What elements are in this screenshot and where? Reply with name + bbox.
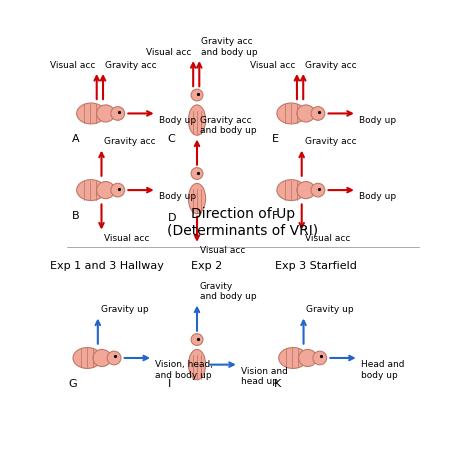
Text: Direction of Up
(Determinants of VRI): Direction of Up (Determinants of VRI)	[167, 207, 319, 237]
Ellipse shape	[77, 180, 105, 201]
Ellipse shape	[93, 349, 111, 366]
Text: G: G	[68, 379, 77, 389]
Ellipse shape	[97, 182, 115, 199]
Text: Gravity acc
and body up: Gravity acc and body up	[200, 116, 256, 135]
Ellipse shape	[279, 347, 307, 368]
Text: Gravity up: Gravity up	[101, 305, 148, 314]
Ellipse shape	[191, 334, 203, 346]
Text: Head and
body up: Head and body up	[361, 360, 404, 380]
Text: Gravity
and body up: Gravity and body up	[200, 282, 256, 301]
Ellipse shape	[188, 349, 206, 380]
Ellipse shape	[111, 183, 125, 197]
Text: Exp 2: Exp 2	[191, 261, 222, 271]
Text: Body up: Body up	[359, 192, 396, 201]
Text: Visual acc: Visual acc	[305, 234, 350, 243]
Ellipse shape	[107, 351, 121, 365]
Text: B: B	[72, 211, 80, 221]
Text: Exp 3 Starfield: Exp 3 Starfield	[275, 261, 357, 271]
Text: Visual acc: Visual acc	[49, 61, 95, 70]
Text: Gravity acc: Gravity acc	[305, 61, 357, 70]
Text: I: I	[167, 379, 171, 389]
Text: Gravity acc: Gravity acc	[105, 61, 156, 70]
Text: K: K	[274, 379, 281, 389]
Ellipse shape	[297, 105, 315, 122]
Text: Visual acc: Visual acc	[250, 61, 295, 70]
Text: Visual acc: Visual acc	[104, 234, 150, 243]
Text: Body up: Body up	[159, 116, 196, 125]
Ellipse shape	[191, 89, 203, 101]
Ellipse shape	[191, 168, 203, 179]
Ellipse shape	[277, 180, 306, 201]
Ellipse shape	[277, 103, 306, 124]
Text: D: D	[167, 213, 176, 223]
Ellipse shape	[188, 183, 206, 214]
Text: Gravity acc: Gravity acc	[305, 137, 356, 146]
Text: Visual acc: Visual acc	[146, 48, 191, 57]
Text: Body up: Body up	[359, 116, 396, 125]
Text: Gravity up: Gravity up	[307, 305, 354, 314]
Ellipse shape	[188, 105, 206, 135]
Ellipse shape	[97, 105, 115, 122]
Text: Exp 1 and 3 Hallway: Exp 1 and 3 Hallway	[50, 261, 164, 271]
Text: Vision, head,
and body up: Vision, head, and body up	[155, 360, 213, 380]
Text: Visual acc: Visual acc	[200, 246, 246, 255]
Text: Gravity acc: Gravity acc	[104, 137, 156, 146]
Ellipse shape	[297, 182, 315, 199]
Text: Vision and
head up: Vision and head up	[241, 367, 288, 386]
Ellipse shape	[77, 103, 105, 124]
Ellipse shape	[311, 183, 325, 197]
Text: E: E	[272, 134, 279, 144]
Ellipse shape	[299, 349, 317, 366]
Ellipse shape	[311, 107, 325, 120]
Ellipse shape	[313, 351, 327, 365]
Text: Gravity acc
and body up: Gravity acc and body up	[201, 37, 258, 57]
Ellipse shape	[111, 107, 125, 120]
Ellipse shape	[73, 347, 101, 368]
Text: Body up: Body up	[159, 192, 196, 201]
Text: F: F	[272, 211, 278, 221]
Text: A: A	[72, 134, 80, 144]
Text: C: C	[167, 134, 175, 144]
